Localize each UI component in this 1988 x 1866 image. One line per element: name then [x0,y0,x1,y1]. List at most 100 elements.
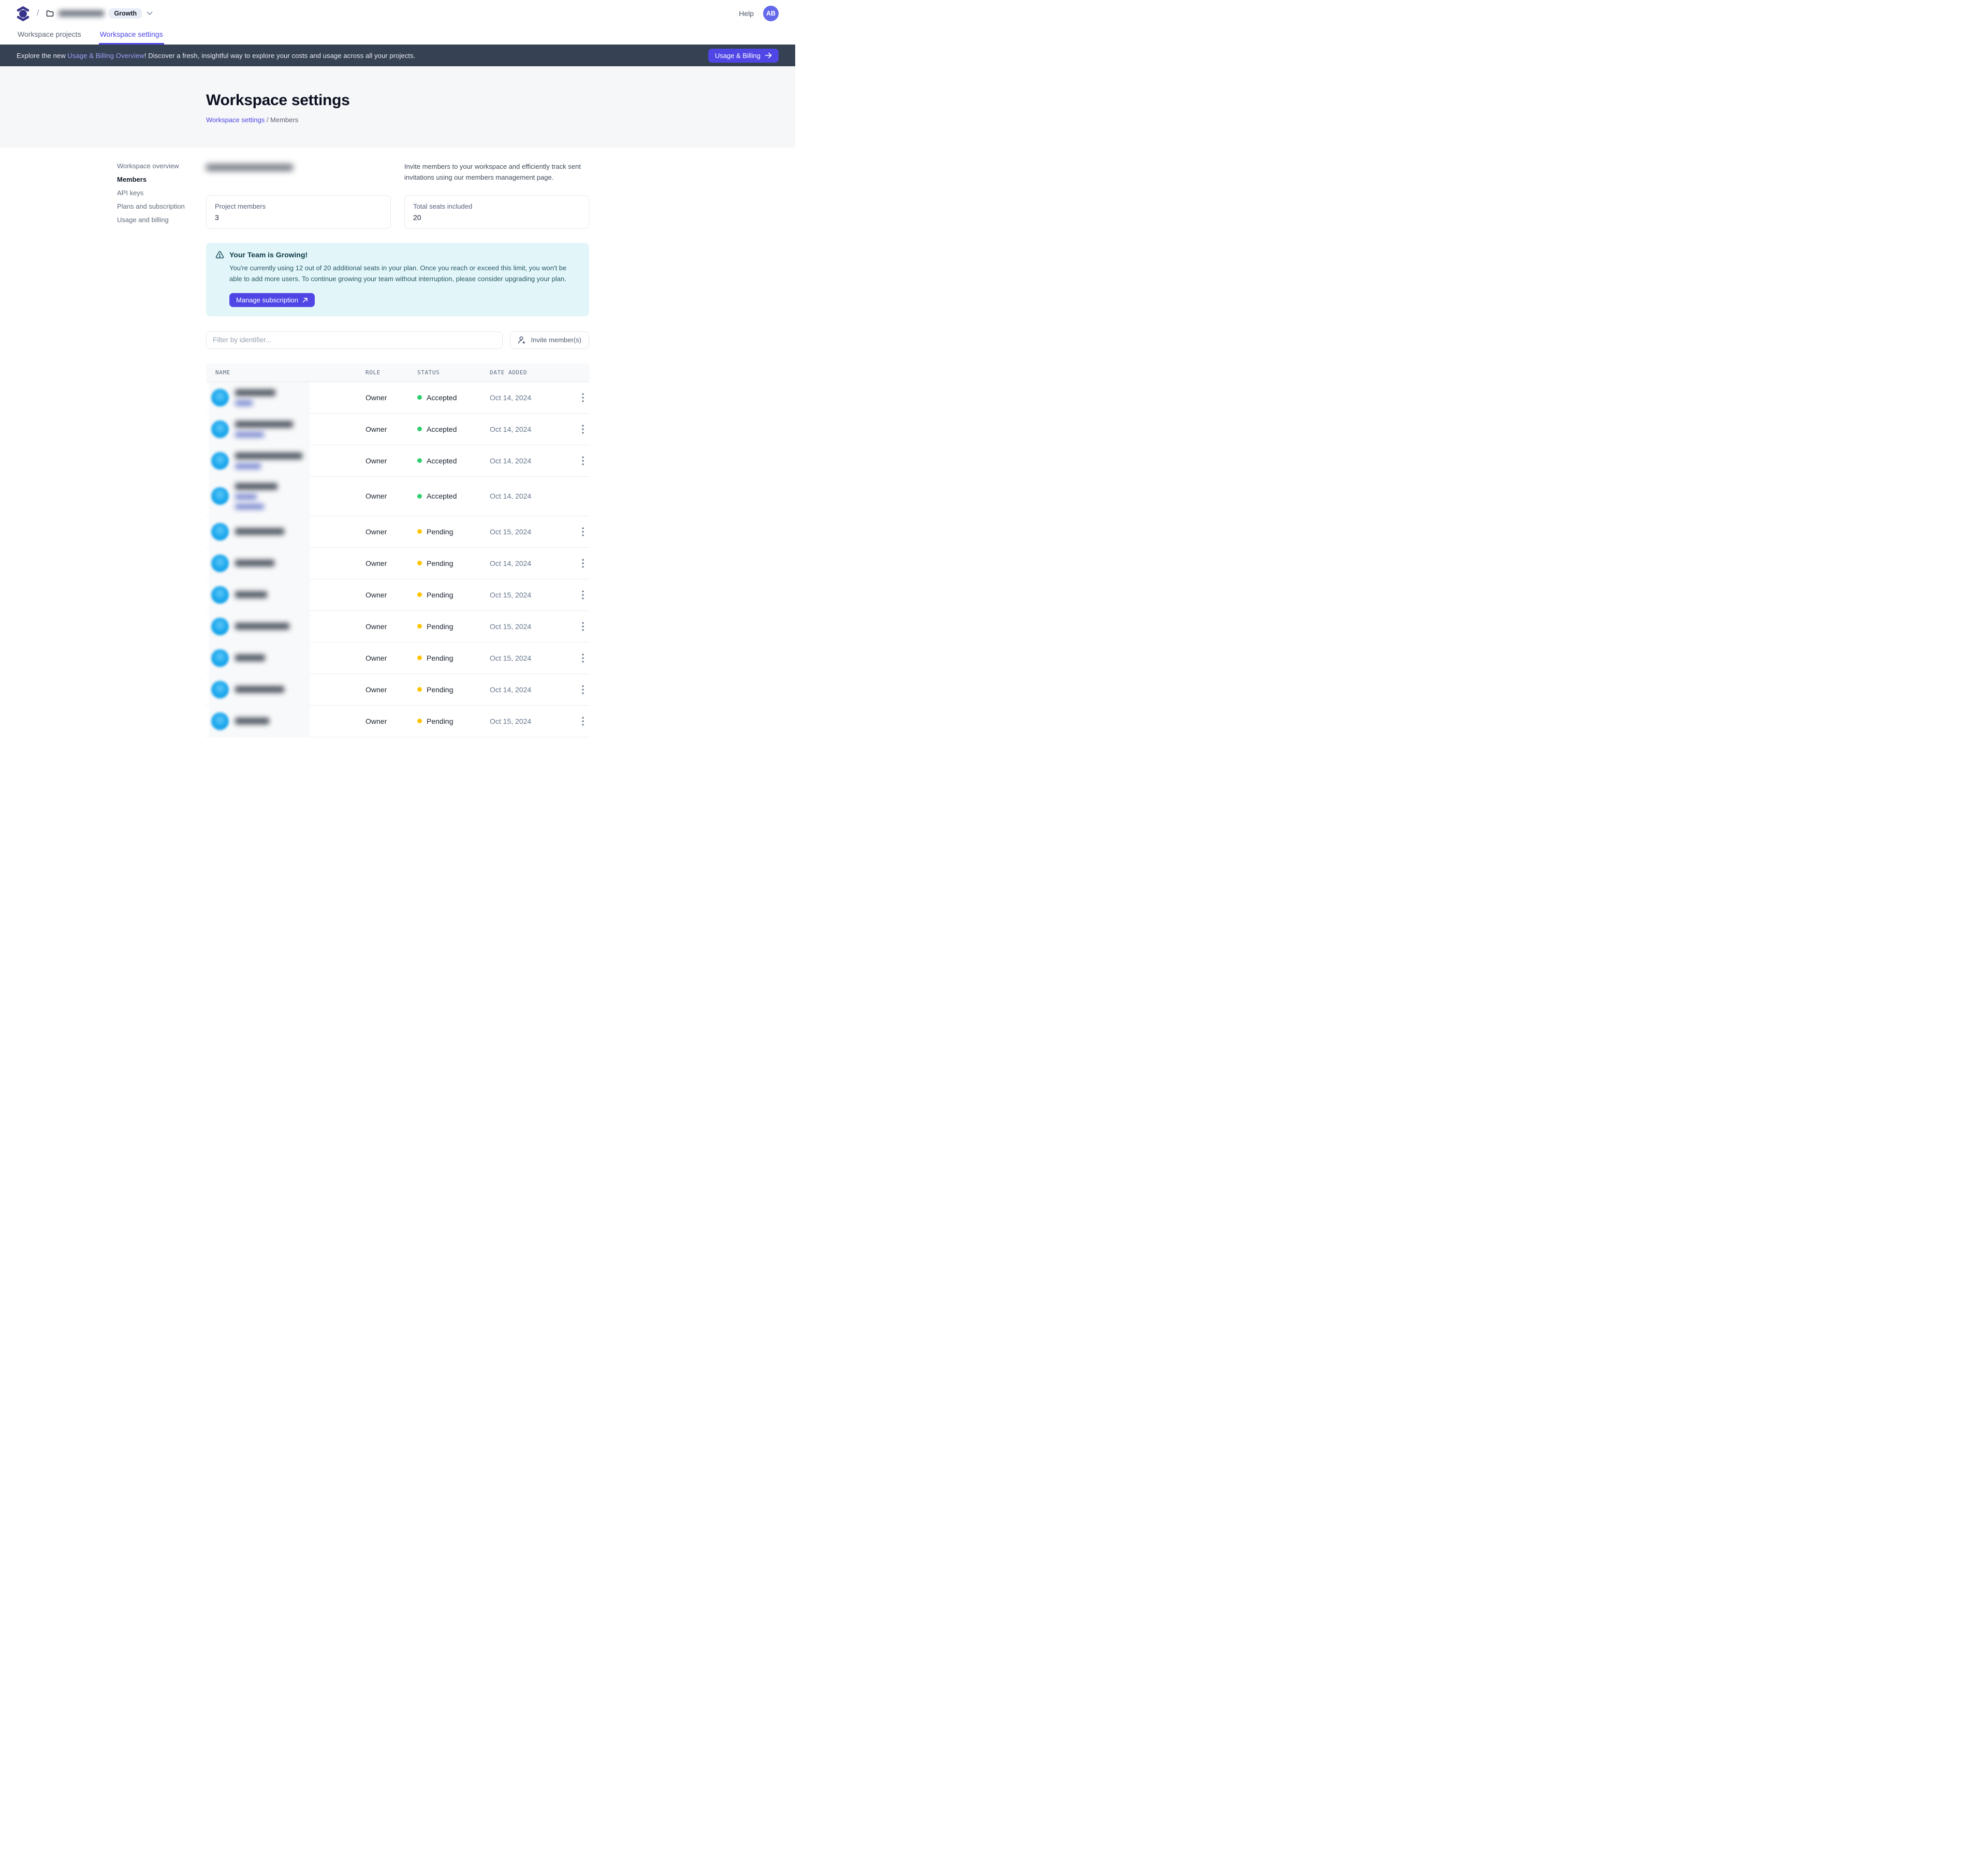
banner-usage-billing-link[interactable]: Usage & Billing Overview [67,51,144,60]
status-label: Pending [427,622,454,631]
invite-members-button[interactable]: Invite member(s) [510,331,589,349]
members-section-description: Invite members to your workspace and eff… [404,163,581,182]
member-role: Owner [366,425,387,433]
status-label: Pending [427,590,454,599]
member-name-cell [209,476,366,517]
status-dot [417,529,422,534]
page-header: Workspace settings Workspace settings / … [0,66,795,148]
member-email-redacted [235,452,302,459]
banner-text-before: Explore the new [17,51,68,60]
status-label: Accepted [427,425,457,433]
row-actions[interactable] [572,425,584,434]
member-name-cell [209,547,366,580]
usage-billing-button[interactable]: Usage & Billing [708,48,779,63]
sidebar-item-plans-and-subscription[interactable]: Plans and subscription [117,202,185,210]
member-avatar [211,451,229,470]
member-date-added: Oct 15, 2024 [490,590,532,599]
member-name-cell [209,579,366,611]
row-actions[interactable] [572,653,584,663]
topbar-breadcrumb: / Growth [17,6,739,21]
tab-workspace-settings[interactable]: Workspace settings [98,27,164,45]
alert-body: You're currently using 12 out of 20 addi… [229,264,567,283]
row-actions[interactable] [572,590,584,600]
status-dot [417,458,422,463]
member-identity-redacted [235,686,284,693]
breadcrumb-separator: / [37,9,39,18]
stat-card: Total seats included 20 [404,195,589,229]
member-date-added: Oct 15, 2024 [490,717,532,725]
member-username-redacted [235,400,253,406]
member-date-added: Oct 14, 2024 [490,492,532,501]
member-name-cell [209,445,366,477]
chevron-down-icon[interactable] [147,11,153,16]
member-email-redacted [235,389,275,396]
stat-label: Project members [215,202,266,210]
members-table-header: NAME ROLE STATUS DATE ADDED [206,363,589,382]
status-dot [417,561,422,566]
member-name-cell [209,642,366,675]
member-status: Accepted [417,457,490,465]
kebab-menu-icon [582,622,584,631]
content: Workspace overview Members API keys Plans a… [0,148,795,738]
member-identity-redacted [235,591,267,599]
breadcrumb-workspace-settings-link[interactable]: Workspace settings [206,116,265,124]
stat-card: Project members 3 [206,195,391,229]
status-label: Accepted [427,456,457,465]
tab-workspace-projects[interactable]: Workspace projects [18,30,81,38]
member-date-added: Oct 15, 2024 [490,622,532,631]
help-link[interactable]: Help [739,9,754,18]
manage-subscription-button[interactable]: Manage subscription [229,293,315,307]
status-label: Accepted [427,393,457,402]
external-link-icon [302,297,308,303]
row-actions[interactable] [572,622,584,631]
row-actions[interactable] [572,527,584,536]
user-avatar[interactable]: AB [763,6,779,21]
row-actions[interactable] [572,685,584,694]
member-email-redacted [235,686,284,693]
member-email-redacted [235,560,274,567]
row-actions[interactable] [572,717,584,726]
brand-logo[interactable] [17,6,30,21]
row-actions[interactable] [572,559,584,568]
kebab-menu-icon [582,456,584,465]
table-row: Owner Pending Oct 15, 2024 [206,705,589,738]
sidebar-item-usage-and-billing[interactable]: Usage and billing [117,216,169,224]
member-username-redacted [235,463,261,469]
row-actions[interactable] [572,456,584,465]
workspace-switcher[interactable]: Growth [46,8,153,19]
status-dot [417,719,422,724]
member-avatar [211,617,229,635]
table-row: Owner Pending Oct 14, 2024 [206,547,589,580]
sidebar-item-members[interactable]: Members [117,176,147,183]
member-identity-redacted [235,420,293,438]
table-row: Owner Pending Oct 15, 2024 [206,610,589,643]
member-email-redacted [235,718,269,725]
member-role: Owner [366,590,387,599]
member-name-cell [209,382,366,414]
alert-title: Your Team is Growing! [229,250,308,259]
member-name-cell [209,705,366,738]
member-avatar [211,522,229,541]
row-actions[interactable] [572,393,584,402]
invite-members-label: Invite member(s) [531,336,581,344]
members-section-title-redacted [206,164,293,171]
member-role: Owner [366,653,387,662]
member-date-added: Oct 14, 2024 [490,456,532,465]
column-header-status: STATUS [417,369,440,376]
topbar: / Growth Help AB [0,0,795,27]
member-identity-redacted [235,452,302,469]
table-row: Owner Accepted Oct 14, 2024 [206,476,589,517]
member-status: Pending [417,686,490,694]
filter-input[interactable] [206,331,503,349]
sidebar-item-api-keys[interactable]: API keys [117,189,144,197]
sidebar-item-workspace-overview[interactable]: Workspace overview [117,162,179,170]
member-stats: Project members 3 Total seats included 2… [206,195,589,229]
member-identity-redacted [235,654,265,662]
status-label: Pending [427,559,454,567]
member-avatar [211,712,229,730]
usage-billing-banner: Explore the new Usage & Billing Overview… [0,45,795,66]
status-dot [417,687,422,692]
member-role: Owner [366,559,387,567]
column-header-role: ROLE [366,369,381,376]
user-plus-icon [518,336,526,344]
